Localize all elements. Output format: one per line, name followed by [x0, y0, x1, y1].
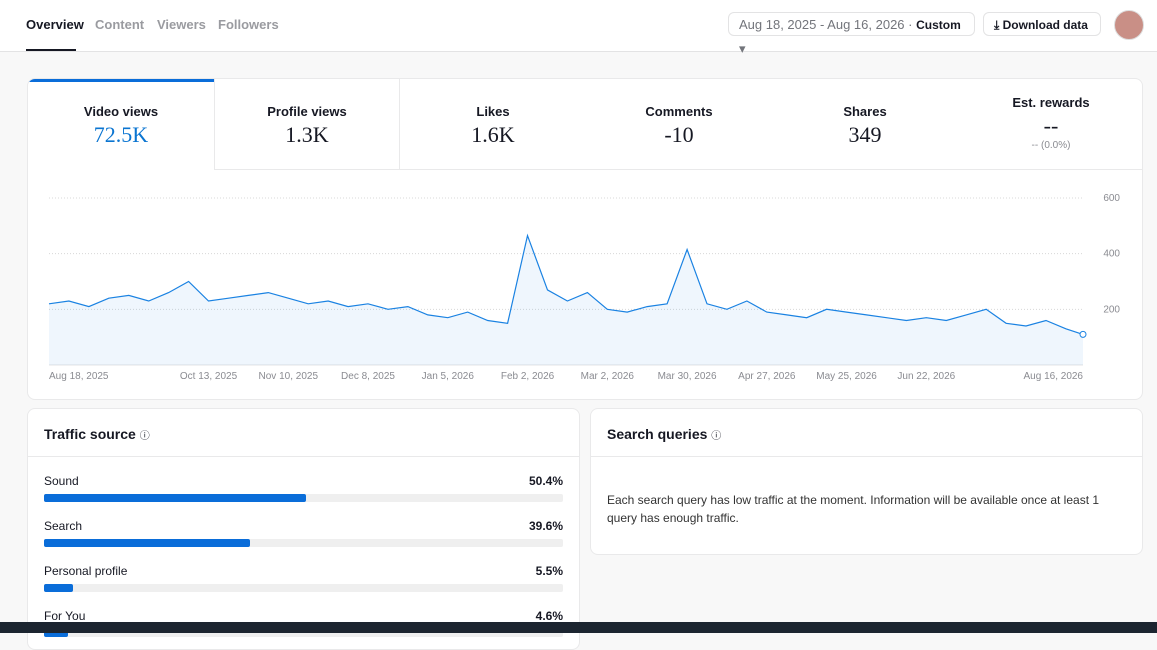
- metric-value: 349: [848, 122, 882, 147]
- search-card: Search queries ⓘ Each search query has l…: [590, 408, 1143, 555]
- metric-label: Video views: [83, 104, 159, 119]
- x-tick-label: Jun 22, 2026: [897, 371, 955, 382]
- x-tick-label: Aug 16, 2026: [1024, 371, 1084, 382]
- taskbar: [0, 622, 1157, 633]
- line: [48, 233, 1084, 335]
- range-mode: Custom: [916, 18, 961, 32]
- traffic-card: Traffic source ⓘ Sound 50.4% Search 39.6% Pe…: [27, 408, 580, 650]
- x-tick-label: Aug 18, 2025: [49, 371, 109, 382]
- metric-label: Est. rewards: [1012, 95, 1090, 110]
- source-label: Personal profile: [44, 564, 128, 578]
- source-value: 4.6%: [535, 609, 563, 623]
- card-title: Search queries ⓘ: [607, 426, 722, 442]
- metric-label: Likes: [476, 104, 510, 119]
- download-label: Download data: [1002, 18, 1088, 32]
- metric-label: Profile views: [267, 104, 347, 119]
- metric: Est. rewards -- -- (0.0%): [958, 79, 1142, 169]
- x-tick-label: Mar 2, 2026: [581, 371, 635, 382]
- bar-track: [44, 494, 563, 502]
- bar: [44, 539, 250, 547]
- top-nav: Overview Content Viewers Followers Aug 1…: [0, 0, 1157, 56]
- bar-track: [44, 539, 563, 547]
- y-tick-label: 400: [1103, 249, 1120, 260]
- x-tick-label: Oct 13, 2025: [180, 371, 238, 382]
- overview-card: Video views 72.5K Profile views 1.3K Likes 1.…: [27, 78, 1143, 400]
- metric-value: 1.3K: [285, 122, 329, 147]
- metric-value: 1.6K: [471, 122, 515, 147]
- metric: Video views 72.5K: [28, 79, 214, 169]
- date-range: Aug 18, 2025 - Aug 16, 2026: [739, 17, 905, 32]
- x-tick-label: Dec 8, 2025: [341, 371, 395, 382]
- selected-indicator: [28, 79, 214, 82]
- card-title: Traffic source ⓘ: [44, 426, 150, 442]
- end-point: [1079, 330, 1087, 338]
- message: Each search query has low traffic at the…: [607, 493, 1100, 525]
- tab[interactable]: Content: [95, 17, 145, 32]
- metric: Profile views 1.3K: [214, 79, 400, 169]
- x-tick-label: Jan 5, 2026: [422, 371, 475, 382]
- metric-sub: -- (0.0%): [1031, 140, 1071, 151]
- metric: Likes 1.6K: [400, 79, 586, 169]
- y-tick-label: 200: [1103, 304, 1120, 315]
- source-value: 39.6%: [528, 519, 563, 533]
- tab[interactable]: Followers: [218, 17, 279, 32]
- metric-value: -10: [664, 122, 694, 147]
- title-text: Traffic source: [44, 426, 136, 442]
- avatar[interactable]: [1114, 10, 1144, 40]
- date-picker[interactable]: Aug 18, 2025 - Aug 16, 2026 · Custom ▾: [728, 12, 975, 56]
- source-value: 50.4%: [528, 474, 563, 488]
- tab-underline: [26, 49, 76, 51]
- metric: Shares 349: [772, 79, 958, 169]
- tab[interactable]: Viewers: [157, 17, 206, 32]
- bar-track: [44, 584, 563, 592]
- x-tick-label: May 25, 2026: [816, 371, 877, 382]
- tab[interactable]: Overview: [26, 17, 84, 32]
- y-tick-label: 600: [1103, 193, 1120, 204]
- metric-value: 72.5K: [93, 122, 149, 147]
- source-label: Sound: [44, 474, 79, 488]
- x-tick-label: Feb 2, 2026: [501, 371, 555, 382]
- bar: [44, 494, 306, 502]
- x-tick-label: Nov 10, 2025: [259, 371, 319, 382]
- source-label: Search: [44, 519, 83, 533]
- metric-label: Comments: [645, 104, 713, 119]
- line-chart: 200 400 600 Aug 18, 2025 Oct 13, 2025 Nov 10,…: [48, 193, 1120, 382]
- metric-value: --: [1043, 113, 1059, 138]
- source-label: For You: [44, 609, 86, 623]
- download-button[interactable]: ⤓ Download data: [983, 12, 1101, 36]
- metric-label: Shares: [843, 104, 887, 119]
- bar: [44, 584, 73, 592]
- x-tick-label: Apr 27, 2026: [738, 371, 796, 382]
- source-value: 5.5%: [535, 564, 563, 578]
- metric: Comments -10: [586, 79, 772, 169]
- x-tick-label: Mar 30, 2026: [658, 371, 717, 382]
- title-text: Search queries: [607, 426, 708, 442]
